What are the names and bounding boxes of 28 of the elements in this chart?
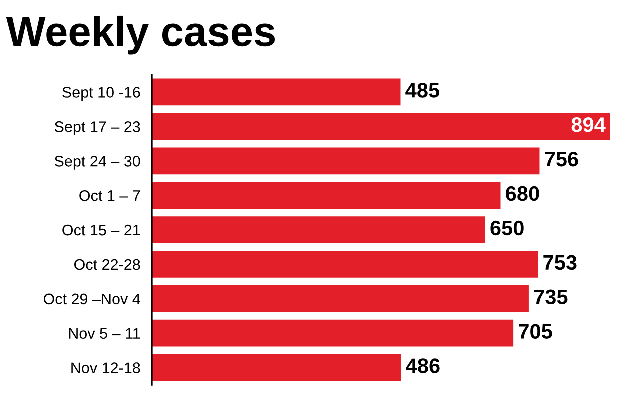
y-tick-label: Oct 1 – 7 [80,190,140,202]
data-label: 680 [506,186,540,202]
bar [152,320,514,347]
data-label: 650 [490,220,524,236]
y-tick-label: Oct 29 –Nov 4 [44,294,140,305]
data-label: 485 [406,83,440,98]
bar [152,251,538,278]
y-tick-label: Nov 12-18 [72,362,140,374]
data-label: 894 [572,118,606,132]
bar [152,78,401,106]
chart-title: Weekly cases [6,16,275,55]
bar [152,148,540,175]
bar [152,216,486,244]
data-label: 705 [519,324,552,339]
y-tick-label: Oct 15 – 21 [62,224,140,236]
data-label: 753 [544,255,577,270]
y-tick-label: Sept 24 – 30 [54,156,140,170]
data-label: 735 [534,290,568,305]
data-label: 756 [545,152,578,167]
data-label: 486 [406,358,440,374]
bar [152,354,402,382]
y-tick-label: Nov 5 – 11 [69,328,140,340]
bar [152,285,529,312]
y-tick-label: Sept 10 -16 [62,87,140,101]
y-tick-label: Sept 17 – 23 [54,122,140,136]
y-tick-label: Oct 22-28 [74,259,140,270]
bar [152,182,501,210]
bar [152,113,611,140]
